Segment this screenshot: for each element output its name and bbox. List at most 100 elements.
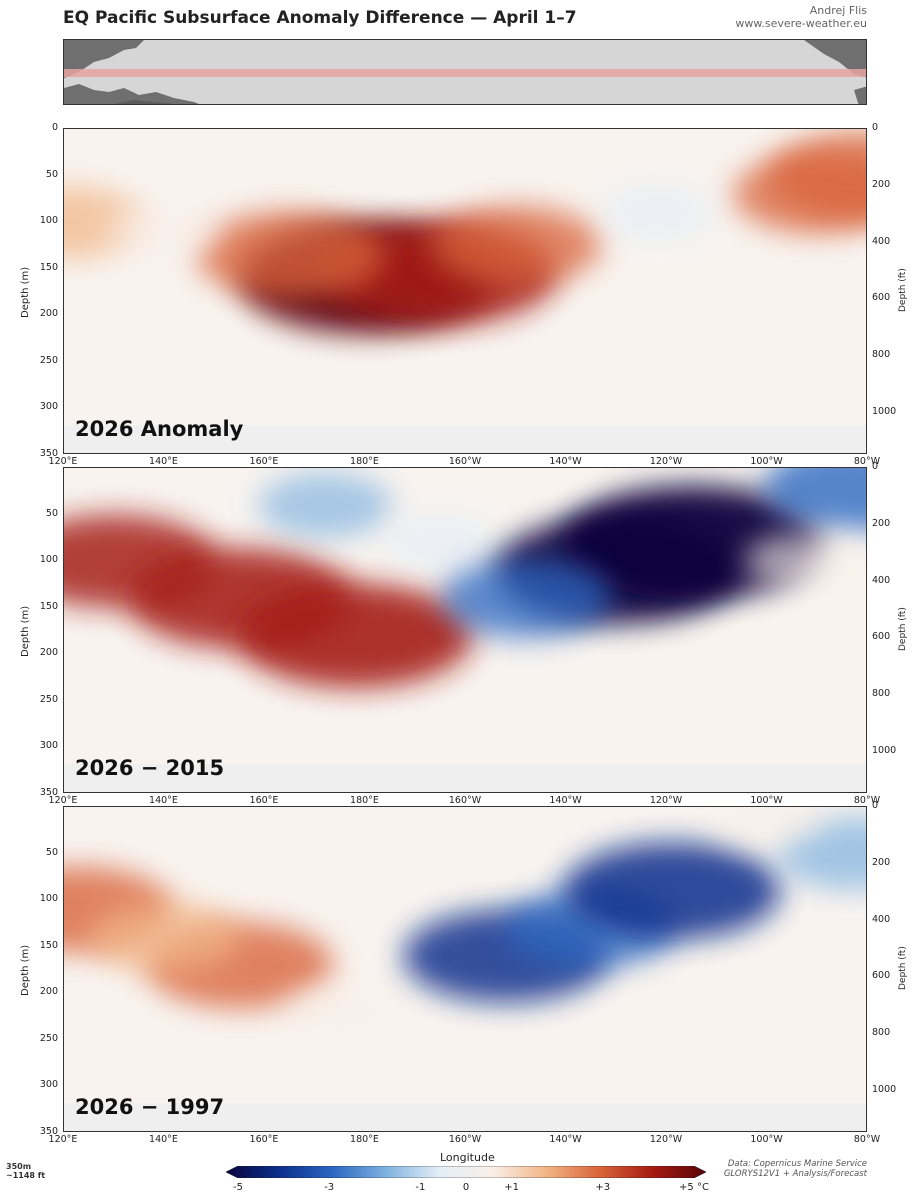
y2-tick: 400 xyxy=(872,913,891,925)
x-tick: 180°E xyxy=(350,795,379,806)
y-tick: 150 xyxy=(39,939,58,951)
heatmap-2026-minus-1997 xyxy=(64,807,866,1131)
x-tick: 140°E xyxy=(149,795,178,806)
y-tick: 300 xyxy=(39,401,58,413)
y-tick: 100 xyxy=(39,554,58,566)
colorbar-tick: -5 xyxy=(233,1182,243,1193)
landmass-maritime xyxy=(64,84,199,104)
y-tick: 350 xyxy=(39,1126,58,1137)
y-tick: 250 xyxy=(39,354,58,366)
anomaly-blob xyxy=(382,513,499,572)
no-data-band xyxy=(64,764,866,792)
heatmap-2026-anomaly xyxy=(64,129,866,453)
colorbar-body xyxy=(226,1166,706,1178)
y2-axis-label-1: Depth (ft) xyxy=(898,268,908,312)
colorbar-tick: -3 xyxy=(324,1182,335,1193)
y2-tick: 1000 xyxy=(872,405,897,417)
landmass-americas xyxy=(804,40,866,78)
y2-tick: 200 xyxy=(872,517,891,529)
anomaly-blob xyxy=(431,205,602,285)
y2-tick: 0 xyxy=(872,122,879,133)
colorbar-tick: +5 °C xyxy=(679,1182,709,1193)
anomaly-blob xyxy=(196,211,385,298)
panel-2026-anomaly: 2026 Anomaly xyxy=(63,128,867,454)
depth-note-m: 350m xyxy=(6,1162,32,1171)
panel-label-1997: 2026 − 1997 xyxy=(75,1095,225,1119)
author-name: Andrej Flis xyxy=(809,4,867,17)
x-tick: 120°W xyxy=(649,456,683,467)
x-tick: 160°E xyxy=(249,456,279,467)
x-tick: 160°W xyxy=(448,1134,482,1145)
chart-title: EQ Pacific Subsurface Anomaly Difference… xyxy=(63,8,577,28)
x-tick: 140°W xyxy=(549,795,582,806)
no-data-band xyxy=(64,425,866,453)
x-tick: 80°W xyxy=(853,795,881,806)
x-tick: 160°E xyxy=(249,1134,279,1145)
colorbar-tick: +3 xyxy=(595,1182,611,1193)
website-link[interactable]: www.severe-weather.eu xyxy=(735,17,867,30)
equatorial-band xyxy=(64,69,866,77)
depth-footnote: 350m ~1148 ft xyxy=(6,1162,45,1180)
landmass-asia xyxy=(64,40,144,78)
y-tick: 150 xyxy=(39,261,58,273)
anomaly-blob xyxy=(763,468,866,530)
colorbar-tick: -1 xyxy=(415,1182,426,1193)
y-tick: 350 xyxy=(39,448,58,459)
y2-tick: 0 xyxy=(872,461,879,472)
x-tick: 140°E xyxy=(149,1134,178,1145)
anomaly-blob xyxy=(258,472,393,538)
y-tick: 0 xyxy=(51,122,58,133)
y-tick: 300 xyxy=(39,1079,58,1091)
x-tick: 80°W xyxy=(853,1134,881,1145)
x-tick: 160°E xyxy=(249,795,279,806)
x-tick: 120°E xyxy=(48,1134,78,1145)
y-tick: 100 xyxy=(39,893,58,905)
y-tick: 150 xyxy=(39,600,58,612)
landmass-australia xyxy=(114,100,174,104)
anomaly-blob xyxy=(88,901,241,974)
x-tick: 140°E xyxy=(149,456,178,467)
colorbar-tick: +1 xyxy=(504,1182,519,1193)
colorbar-tick: 0 xyxy=(462,1182,470,1193)
x-tick: 100°W xyxy=(750,456,783,467)
locator-map xyxy=(63,39,867,105)
panel-2026-minus-2015: 2026 − 2015 xyxy=(63,467,867,793)
y2-axis-label-2: Depth (ft) xyxy=(898,607,908,651)
y-tick: 250 xyxy=(39,693,58,705)
data-source: Data: Copernicus Marine Service GLORYS12… xyxy=(724,1159,867,1179)
y2-tick: 200 xyxy=(872,178,891,190)
credit-block: Andrej Flis www.severe-weather.eu xyxy=(735,4,867,30)
anomaly-blob xyxy=(769,132,866,219)
data-source-line-2: GLORYS12V1 + Analysis/Forecast xyxy=(723,1169,867,1179)
x-tick: 120°W xyxy=(649,795,683,806)
y2-tick: 1000 xyxy=(872,1083,897,1095)
y2-tick: 400 xyxy=(872,235,891,247)
depth-note-ft: ~1148 ft xyxy=(6,1171,46,1180)
x-tick: 100°W xyxy=(750,1134,783,1145)
anomaly-blob xyxy=(441,558,612,638)
anomaly-blob xyxy=(598,183,715,242)
x-tick: 160°W xyxy=(448,795,482,806)
y-tick: 200 xyxy=(39,986,58,998)
panel-2026-minus-1997: 2026 − 1997 xyxy=(63,806,867,1132)
y-tick: 350 xyxy=(39,787,58,798)
x-tick: 120°E xyxy=(48,795,78,806)
y2-tick: 800 xyxy=(872,688,891,700)
y-tick: 100 xyxy=(39,215,58,227)
no-data-band xyxy=(64,1103,866,1131)
x-tick: 120°W xyxy=(649,1134,683,1145)
anomaly-blob xyxy=(106,202,223,261)
y2-axis-label-3: Depth (ft) xyxy=(898,946,908,990)
x-tick: 100°W xyxy=(750,795,783,806)
panel-label-anomaly: 2026 Anomaly xyxy=(75,417,244,441)
y-tick: 50 xyxy=(45,507,58,519)
x-axis-label: Longitude xyxy=(440,1151,495,1164)
anomaly-blob xyxy=(709,807,826,846)
y2-tick: 400 xyxy=(872,574,891,586)
y2-tick: 600 xyxy=(872,631,891,643)
y2-tick: 800 xyxy=(872,1027,891,1039)
data-source-line-1: Data: Copernicus Marine Service xyxy=(727,1159,867,1169)
heatmap-2026-minus-2015 xyxy=(64,468,866,792)
anomaly-blob xyxy=(282,982,399,1041)
anomaly-blob xyxy=(744,532,861,591)
